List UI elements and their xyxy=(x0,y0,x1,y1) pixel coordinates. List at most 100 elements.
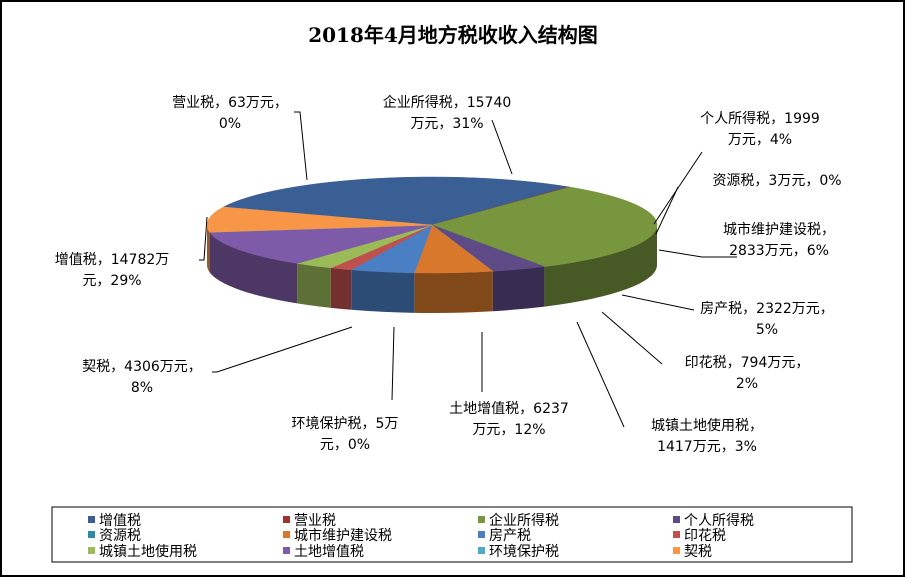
data-label-line: 资源税，3万元，0% xyxy=(712,173,841,189)
leader-line-6 xyxy=(621,294,695,311)
data-label-11: 契税，4306万元， 8% xyxy=(82,359,202,396)
data-label-1: 营业税，63万元， 0% xyxy=(172,95,288,132)
data-label-line: 0% xyxy=(219,116,241,132)
legend-item-7: 印花税 xyxy=(673,528,726,544)
data-label-8: 城镇土地使用税， 1417万元，3% xyxy=(651,417,763,455)
legend-swatch xyxy=(478,531,485,538)
data-label-line: 土地增值税，6237 xyxy=(449,401,569,417)
data-label-line: 增值税，14782万 xyxy=(55,252,170,268)
pie-side-8 xyxy=(297,263,331,308)
leader-line-8 xyxy=(576,321,625,428)
data-label-line: 城镇土地使用税， xyxy=(651,417,763,434)
data-label-9: 土地增值税，6237 万元，12% xyxy=(449,401,569,438)
leader-line-5 xyxy=(658,249,737,258)
legend-item-9: 土地增值税 xyxy=(283,544,364,560)
leader-line-7 xyxy=(601,311,663,365)
legend-item-3: 个人所得税 xyxy=(673,512,754,529)
data-label-6: 房产税，2322万元， 5% xyxy=(700,301,834,338)
legend-swatch xyxy=(478,547,485,554)
leader-line-10 xyxy=(391,326,395,401)
legend-item-2: 企业所得税 xyxy=(478,512,559,529)
data-label-10: 环境保护税，5万元，0% xyxy=(292,416,399,453)
leader-line-0 xyxy=(199,216,208,261)
legend-label: 环境保护税 xyxy=(489,544,559,560)
pie-side-2 xyxy=(544,225,657,307)
data-label-line: 房产税，2322万元， xyxy=(700,301,834,317)
pie-top-layer xyxy=(206,176,658,274)
legend-swatch xyxy=(673,547,680,554)
data-label-line: 元，29% xyxy=(82,273,141,289)
legend-item-0: 增值税 xyxy=(88,513,141,529)
data-label-line: 印花税，794万元， xyxy=(685,355,810,371)
pie-side-7 xyxy=(330,267,352,310)
leader-line-1 xyxy=(294,111,308,181)
legend-label: 房产税 xyxy=(489,528,531,544)
data-label-line: 1417万元，3% xyxy=(657,439,757,455)
pie-side-9 xyxy=(209,232,298,304)
data-labels: 增值税，14782万元，29% 营业税，63万元， 0% 企业所得税，15740 万元，… xyxy=(55,94,842,455)
data-label-2: 企业所得税，15740 万元，31% xyxy=(383,94,512,132)
legend-label: 契税 xyxy=(684,544,712,560)
pie-side-3 xyxy=(492,266,545,312)
data-label-line: 万元，31% xyxy=(410,116,483,132)
leader-lines xyxy=(199,111,737,428)
legend-label: 土地增值税 xyxy=(294,544,364,560)
legend-swatch xyxy=(673,516,680,523)
leader-line-11 xyxy=(212,326,353,373)
pie-slice-9 xyxy=(209,224,433,264)
legend-swatch xyxy=(673,531,680,538)
legend-label: 城市维护建设税 xyxy=(294,527,392,544)
data-label-3: 个人所得税，1999 万元，4% xyxy=(700,110,820,148)
data-label-7: 印花税，794万元， 2% xyxy=(685,355,810,392)
data-label-line: 5% xyxy=(756,322,778,338)
data-label-line: 契税，4306万元， xyxy=(82,359,202,375)
legend-item-8: 城镇土地使用税 xyxy=(88,543,197,560)
legend-swatch xyxy=(88,531,95,538)
legend-item-1: 营业税 xyxy=(283,513,336,529)
legend-label: 企业所得税 xyxy=(489,512,559,529)
pie-slice-11 xyxy=(206,206,433,233)
legend-swatch xyxy=(283,547,290,554)
legend-item-10: 环境保护税 xyxy=(478,544,559,560)
legend-item-4: 资源税 xyxy=(88,528,141,544)
pie-side-layer xyxy=(207,225,657,313)
pie-slice-2 xyxy=(431,186,658,267)
legend-label: 营业税 xyxy=(294,513,336,529)
data-label-line: 企业所得税，15740 xyxy=(383,94,512,111)
legend-swatch xyxy=(478,516,485,523)
legend-label: 资源税 xyxy=(99,528,141,544)
data-label-5: 城市维护建设税， 2833万元，6% xyxy=(723,221,835,259)
legend-label: 印花税 xyxy=(684,528,726,544)
leader-line-2 xyxy=(491,119,513,175)
legend-item-6: 房产税 xyxy=(478,528,531,544)
pie-side-5 xyxy=(414,271,493,313)
legend-label: 城镇土地使用税 xyxy=(99,543,197,560)
pie-side-6 xyxy=(351,269,415,313)
chart-title: 2018年4月地方税收收入结构图 xyxy=(308,23,598,47)
data-label-line: 营业税，63万元， xyxy=(172,95,288,111)
data-label-line: 2% xyxy=(736,376,758,392)
legend-label: 个人所得税 xyxy=(684,512,754,529)
data-label-line: 万元，12% xyxy=(472,422,545,438)
legend-box xyxy=(51,506,853,563)
leader-line-4 xyxy=(655,186,679,235)
pie-side-11 xyxy=(207,225,210,273)
data-label-line: 8% xyxy=(131,380,153,396)
data-label-line: 城市维护建设税， xyxy=(723,221,835,238)
data-label-line: 万元，4% xyxy=(728,132,792,148)
data-label-line: 2833万元，6% xyxy=(729,243,829,259)
legend-item-5: 城市维护建设税 xyxy=(283,527,392,544)
data-label-0: 增值税，14782万元，29% xyxy=(55,252,170,289)
legend-swatch xyxy=(88,516,95,523)
data-label-4: 资源税，3万元，0% xyxy=(712,173,841,189)
pie-slice-0 xyxy=(222,176,569,226)
data-label-line: 元，0% xyxy=(320,437,370,453)
legend-swatch xyxy=(283,531,290,538)
data-label-line: 环境保护税，5万 xyxy=(292,416,399,432)
data-label-line: 个人所得税，1999 xyxy=(700,110,820,127)
legend-swatch xyxy=(283,516,290,523)
legend-label: 增值税 xyxy=(99,513,141,529)
